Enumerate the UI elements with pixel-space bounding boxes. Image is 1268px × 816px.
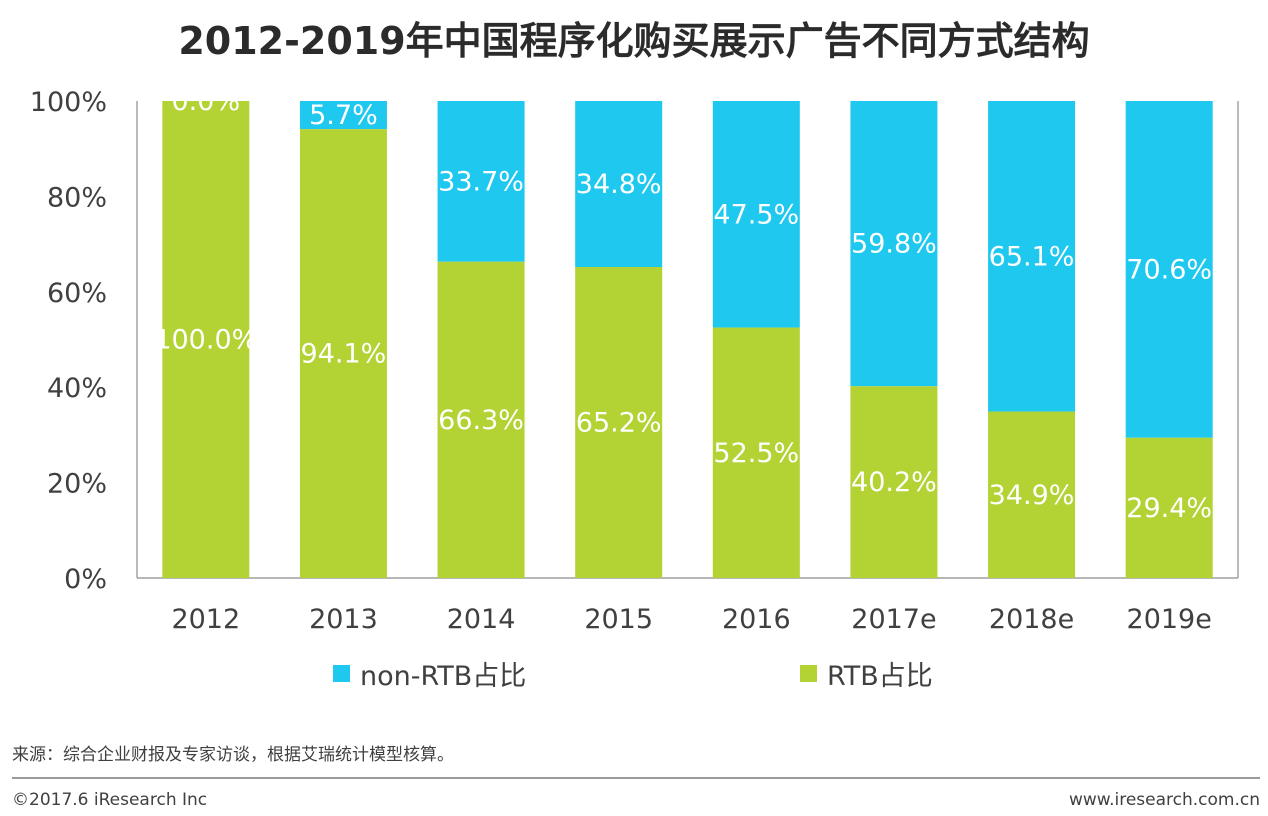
bar-rtb (162, 101, 250, 578)
bar-rtb (712, 327, 800, 578)
y-tick-label: 40% (47, 373, 107, 404)
data-label-non-rtb: 70.6% (1126, 254, 1212, 285)
data-label-rtb: 34.9% (989, 480, 1075, 511)
legend-item-rtb: RTB占比 (800, 654, 933, 693)
bar-rtb (575, 266, 663, 578)
copyright-text: ©2017.6 iResearch Inc (12, 790, 208, 810)
data-label-non-rtb: 59.8% (851, 229, 937, 260)
bar-non-rtb (850, 101, 938, 387)
data-label-rtb: 100.0% (154, 325, 257, 356)
bar-rtb (988, 411, 1076, 578)
x-tick-label: 2018e (989, 604, 1074, 635)
y-tick-label: 0% (64, 564, 107, 595)
bar-rtb (299, 129, 387, 578)
stacked-bar-chart: 0% 20% 40% 60% 80% 100% 100.0% 0.0% 2012 94.1% 5.7… (30, 86, 1239, 635)
y-tick-label: 60% (47, 278, 107, 309)
data-label-non-rtb: 5.7% (309, 100, 378, 131)
legend-item-non-rtb: non-RTB占比 (333, 654, 526, 693)
data-label-rtb: 65.2% (576, 407, 662, 438)
legend-swatch-rtb (800, 665, 817, 682)
data-label-rtb: 66.3% (438, 405, 524, 436)
website-link[interactable]: www.iresearch.com.cn (1068, 790, 1260, 810)
bar-non-rtb (988, 101, 1076, 412)
bar-rtb (850, 386, 938, 578)
data-label-non-rtb: 34.8% (576, 169, 662, 200)
bar-non-rtb (437, 101, 525, 262)
bar-non-rtb (1125, 101, 1213, 438)
x-tick-label: 2015 (584, 604, 653, 635)
source-note: 来源：综合企业财报及专家访谈，根据艾瑞统计模型核算。 (12, 745, 454, 765)
x-tick-label: 2016 (722, 604, 791, 635)
legend-label-non-rtb: non-RTB占比 (360, 661, 527, 692)
x-tick-label: 2013 (309, 604, 378, 635)
legend-swatch-non-rtb (333, 665, 350, 682)
x-tick-label: 2012 (171, 604, 240, 635)
data-label-non-rtb: 65.1% (989, 241, 1075, 272)
data-label-non-rtb: 0.0% (172, 86, 241, 117)
y-tick-label: 100% (30, 87, 107, 118)
data-label-rtb: 40.2% (851, 467, 937, 498)
x-tick-label: 2019e (1127, 604, 1212, 635)
bar-rtb (1125, 437, 1213, 578)
data-label-rtb: 29.4% (1126, 493, 1212, 524)
bar-non-rtb (712, 101, 800, 328)
data-label-rtb: 94.1% (301, 339, 387, 370)
data-label-rtb: 52.5% (713, 438, 799, 469)
legend-label-rtb: RTB占比 (827, 661, 933, 692)
bar-non-rtb (299, 101, 387, 130)
y-tick-label: 20% (47, 469, 107, 500)
x-tick-label: 2014 (447, 604, 516, 635)
data-label-non-rtb: 33.7% (438, 166, 524, 197)
bar-non-rtb (575, 101, 663, 267)
data-label-non-rtb: 47.5% (713, 199, 799, 230)
footer-divider (12, 777, 1260, 779)
y-tick-label: 80% (47, 182, 107, 213)
x-tick-label: 2017e (851, 604, 936, 635)
bar-rtb (437, 261, 525, 578)
chart-title: 2012-2019年中国程序化购买展示广告不同方式结构 (178, 19, 1090, 63)
